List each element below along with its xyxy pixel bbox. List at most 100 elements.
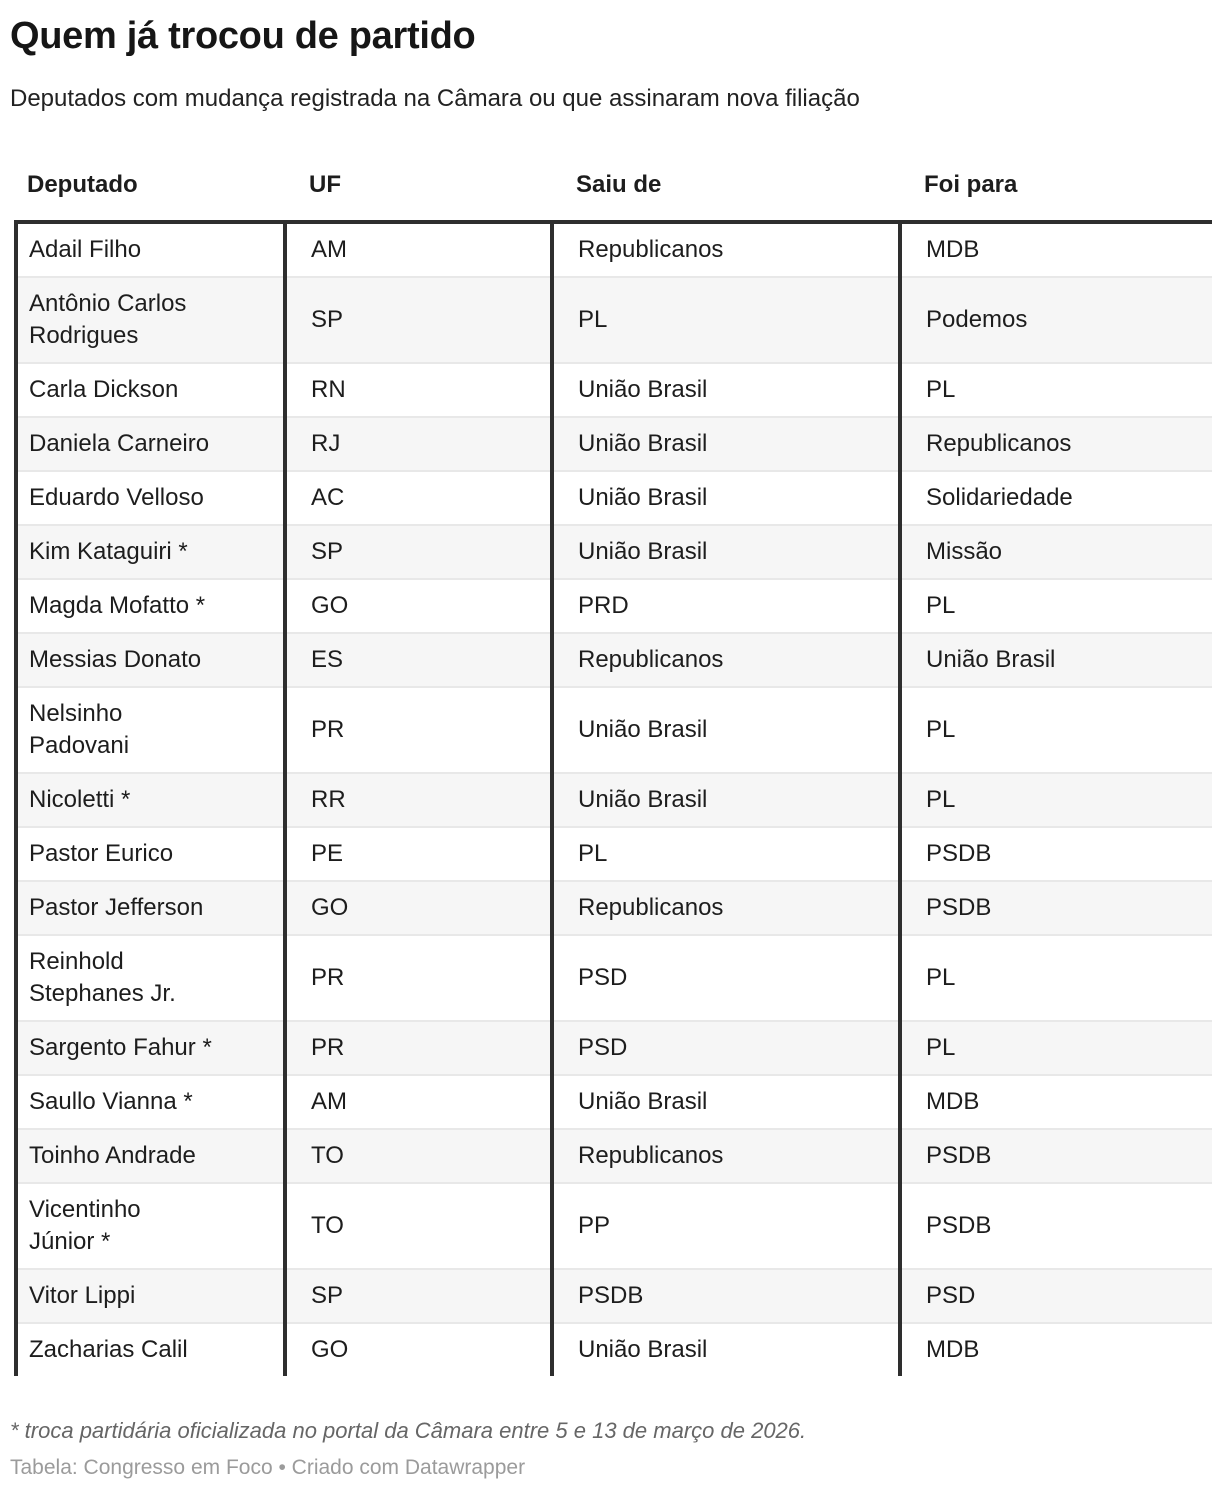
joined-party-cell: MDB <box>898 1075 1212 1130</box>
chart-title: Quem já trocou de partido <box>10 15 476 57</box>
table-row: Toinho Andrade TO Republicanos PSDB <box>14 1129 1212 1184</box>
uf-cell: AM <box>283 222 552 278</box>
left-party-cell: PL <box>550 827 900 882</box>
joined-party-cell: Republicanos <box>898 417 1212 472</box>
table-row: Vicentinho Júnior * TO PP PSDB <box>14 1183 1212 1270</box>
deputy-cell: Carla Dickson <box>14 363 285 418</box>
table-footnote: * troca partidária oficializada no porta… <box>10 1418 807 1443</box>
column-header-foi-para: Foi para <box>900 170 1212 224</box>
uf-cell: GO <box>283 881 552 936</box>
deputy-cell: Kim Kataguiri * <box>14 525 285 580</box>
left-party-cell: União Brasil <box>550 363 900 418</box>
left-party-cell: União Brasil <box>550 687 900 774</box>
uf-cell: AC <box>283 471 552 526</box>
left-party-cell: PSD <box>550 1021 900 1076</box>
table-row: Carla Dickson RN União Brasil PL <box>14 363 1212 418</box>
deputy-cell: Nelsinho Padovani <box>14 687 285 774</box>
table-row: Vitor Lippi SP PSDB PSD <box>14 1269 1212 1324</box>
left-party-cell: PP <box>550 1183 900 1270</box>
left-party-cell: PL <box>550 277 900 364</box>
left-party-cell: Republicanos <box>550 222 900 278</box>
uf-cell: RJ <box>283 417 552 472</box>
left-party-cell: Republicanos <box>550 1129 900 1184</box>
left-party-cell: PRD <box>550 579 900 634</box>
left-party-cell: PSD <box>550 935 900 1022</box>
joined-party-cell: PL <box>898 579 1212 634</box>
uf-cell: ES <box>283 633 552 688</box>
deputy-cell: Reinhold Stephanes Jr. <box>14 935 285 1022</box>
left-party-cell: União Brasil <box>550 773 900 828</box>
deputy-cell: Saullo Vianna * <box>14 1075 285 1130</box>
uf-cell: TO <box>283 1183 552 1270</box>
left-party-cell: União Brasil <box>550 1075 900 1130</box>
left-party-cell: Republicanos <box>550 881 900 936</box>
deputy-cell: Nicoletti * <box>14 773 285 828</box>
table-body: Adail Filho AM Republicanos MDB Antônio Carl… <box>14 222 1212 1376</box>
table-row: Daniela Carneiro RJ União Brasil Republican… <box>14 417 1212 472</box>
table-row: Saullo Vianna * AM União Brasil MDB <box>14 1075 1212 1130</box>
joined-party-cell: MDB <box>898 1323 1212 1376</box>
left-party-cell: União Brasil <box>550 417 900 472</box>
header-row: Deputado UF Saiu de Foi para <box>16 170 1212 224</box>
deputy-cell: Pastor Eurico <box>14 827 285 882</box>
column-header-uf: UF <box>285 170 552 224</box>
party-changes-table: Deputado UF Saiu de Foi para Adail Filho… <box>14 170 1212 1376</box>
uf-cell: SP <box>283 277 552 364</box>
joined-party-cell: União Brasil <box>898 633 1212 688</box>
uf-cell: GO <box>283 579 552 634</box>
deputy-cell: Pastor Jefferson <box>14 881 285 936</box>
joined-party-cell: PSDB <box>898 1183 1212 1270</box>
joined-party-cell: PL <box>898 773 1212 828</box>
joined-party-cell: PSDB <box>898 881 1212 936</box>
uf-cell: PR <box>283 1021 552 1076</box>
column-header-deputado: Deputado <box>16 170 285 224</box>
uf-cell: PR <box>283 935 552 1022</box>
deputy-cell: Sargento Fahur * <box>14 1021 285 1076</box>
joined-party-cell: Podemos <box>898 277 1212 364</box>
joined-party-cell: PSDB <box>898 827 1212 882</box>
left-party-cell: Republicanos <box>550 633 900 688</box>
deputy-cell: Toinho Andrade <box>14 1129 285 1184</box>
left-party-cell: PSDB <box>550 1269 900 1324</box>
uf-cell: PE <box>283 827 552 882</box>
deputy-cell: Vitor Lippi <box>14 1269 285 1324</box>
table-row: Adail Filho AM Republicanos MDB <box>14 222 1212 278</box>
deputy-cell: Messias Donato <box>14 633 285 688</box>
left-party-cell: União Brasil <box>550 525 900 580</box>
uf-cell: GO <box>283 1323 552 1376</box>
table-row: Kim Kataguiri * SP União Brasil Missão <box>14 525 1212 580</box>
table-row: Eduardo Velloso AC União Brasil Solidarieda… <box>14 471 1212 526</box>
deputy-cell: Zacharias Calil <box>14 1323 285 1376</box>
joined-party-cell: PL <box>898 1021 1212 1076</box>
table-row: Pastor Jefferson GO Republicanos PSDB <box>14 881 1212 936</box>
chart-subtitle: Deputados com mudança registrada na Câma… <box>10 85 860 112</box>
left-party-cell: União Brasil <box>550 471 900 526</box>
deputy-cell: Antônio Carlos Rodrigues <box>14 277 285 364</box>
uf-cell: RR <box>283 773 552 828</box>
joined-party-cell: Missão <box>898 525 1212 580</box>
uf-cell: PR <box>283 687 552 774</box>
left-party-cell: União Brasil <box>550 1323 900 1376</box>
joined-party-cell: PL <box>898 935 1212 1022</box>
table-row: Sargento Fahur * PR PSD PL <box>14 1021 1212 1076</box>
column-header-saiu-de: Saiu de <box>552 170 900 224</box>
table-row: Antônio Carlos Rodrigues SP PL Podemos <box>14 277 1212 364</box>
joined-party-cell: PL <box>898 363 1212 418</box>
deputy-cell: Vicentinho Júnior * <box>14 1183 285 1270</box>
table-row: Messias Donato ES Republicanos União Brasil <box>14 633 1212 688</box>
uf-cell: RN <box>283 363 552 418</box>
joined-party-cell: PL <box>898 687 1212 774</box>
uf-cell: AM <box>283 1075 552 1130</box>
table-row: Nelsinho Padovani PR União Brasil PL <box>14 687 1212 774</box>
joined-party-cell: PSD <box>898 1269 1212 1324</box>
table-row: Nicoletti * RR União Brasil PL <box>14 773 1212 828</box>
table-row: Pastor Eurico PE PL PSDB <box>14 827 1212 882</box>
table-row: Zacharias Calil GO União Brasil MDB <box>14 1323 1212 1376</box>
deputy-cell: Magda Mofatto * <box>14 579 285 634</box>
uf-cell: SP <box>283 525 552 580</box>
uf-cell: SP <box>283 1269 552 1324</box>
deputy-cell: Daniela Carneiro <box>14 417 285 472</box>
table-row: Reinhold Stephanes Jr. PR PSD PL <box>14 935 1212 1022</box>
joined-party-cell: Solidariedade <box>898 471 1212 526</box>
